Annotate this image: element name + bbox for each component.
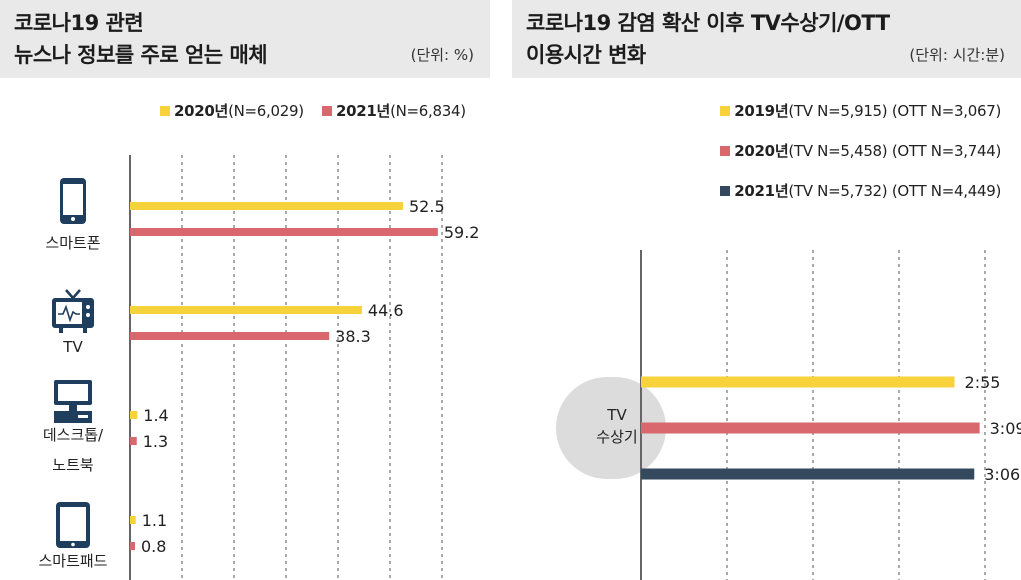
left-legend-item-2020: 2020년 (N=6,029) [160,100,304,121]
legend-n: (TV N=5,915) (OTT N=3,067) [788,101,1001,120]
bar [130,228,438,236]
category-label: 스마트패드 [38,552,107,570]
data-label: 1.4 [143,406,168,425]
legend-swatch [720,185,731,196]
legend-swatch [720,105,731,116]
right-legend-item-2021: 2021년 (TV N=5,732) (OTT N=4,449) [720,180,1001,201]
legend-swatch [160,105,170,116]
right-chart-title-line1: 코로나19 감염 확산 이후 TV수상기/OTT [526,11,890,35]
category-pill [556,377,666,479]
tv-leg [83,328,87,333]
data-label: 52.5 [409,197,445,216]
right-bar-chart: TV 수상기 2:55 3:09 3:06 [556,250,1021,580]
tv-antenna [72,289,81,299]
bar [641,468,975,480]
right-unit-label: (단위: 시간:분) [909,46,1005,64]
legend-year: 2019년 [734,102,789,120]
legend-n: (TV N=5,458) (OTT N=3,744) [788,141,1001,160]
data-label: 3:09 [990,419,1021,438]
data-label: 38.3 [335,327,371,346]
bar [130,437,137,445]
data-label: 1.1 [142,511,167,530]
bar [641,376,955,388]
smartphone-icon [60,178,86,224]
data-label: 44.6 [368,301,404,320]
legend-swatch [322,105,332,116]
right-legend-item-2020: 2020년 (TV N=5,458) (OTT N=3,744) [720,140,1001,161]
monitor-stand [69,405,77,411]
data-label: 0.8 [141,537,166,556]
bar [130,332,330,340]
tv-antenna [65,289,74,299]
category-label: 데스크톱/ [43,426,104,444]
bar [130,516,136,524]
left-chart-title-line1: 코로나19 관련 [14,11,144,35]
right-panel: 코로나19 감염 확산 이후 TV수상기/OTT 이용시간 변화 (단위: 시간… [512,0,1021,580]
monitor-screen [58,384,88,401]
left-bar-chart: 스마트폰 52.5 59.2 TV 44.6 38.3 데스크톱/노트북 1.4 1.3 스마트패… [38,155,480,580]
right-title-bar: 코로나19 감염 확산 이후 TV수상기/OTT 이용시간 변화 (단위: 시간… [512,0,1021,78]
category-label: 수상기 [596,428,637,446]
desktop-icon [54,380,92,423]
tablet-screen [60,507,86,541]
legend-year: 2020년 [174,102,229,120]
data-label: 2:55 [965,373,1001,392]
tablet-button [71,542,75,547]
category-label: TV [606,406,627,424]
phone-screen [63,184,83,215]
data-label: 3:06 [984,465,1020,484]
bar [130,202,403,210]
category-label: 스마트폰 [45,234,100,252]
bar [130,542,135,550]
legend-year: 2021년 [734,182,789,200]
bar [130,306,362,314]
data-label: 1.3 [143,432,168,451]
left-chart-title-line2: 뉴스나 정보를 주로 얻는 매체 [14,43,268,67]
left-panel: 코로나19 관련 뉴스나 정보를 주로 얻는 매체 (단위: %) 2020년 … [0,0,490,580]
right-legend-item-2019: 2019년 (TV N=5,915) (OTT N=3,067) [720,100,1001,121]
legend-n: (N=6,834) [390,101,466,120]
computer-case [54,411,92,423]
data-label: 59.2 [444,223,480,242]
category-label: 노트북 [52,456,93,474]
left-unit-label: (단위: %) [410,46,474,64]
legend-swatch [720,145,731,156]
tv-icon [52,289,94,333]
left-legend-item-2021: 2021년 (N=6,834) [322,100,466,121]
left-title-bar: 코로나19 관련 뉴스나 정보를 주로 얻는 매체 (단위: %) [0,0,490,78]
drive-slot [78,415,88,418]
legend-n: (N=6,029) [228,101,304,120]
tv-knob [86,305,90,309]
phone-button [71,217,75,221]
tv-wave [58,304,80,323]
tv-knob [86,313,90,317]
tv-screen [56,302,82,324]
bar [641,422,980,434]
tv-leg [59,328,63,333]
legend-year: 2021년 [336,102,391,120]
legend-n: (TV N=5,732) (OTT N=4,449) [788,181,1001,200]
right-chart-title-line2: 이용시간 변화 [526,43,646,67]
tablet-icon [56,502,90,548]
category-label: TV [62,338,83,356]
bar [130,411,138,419]
legend-year: 2020년 [734,142,789,160]
